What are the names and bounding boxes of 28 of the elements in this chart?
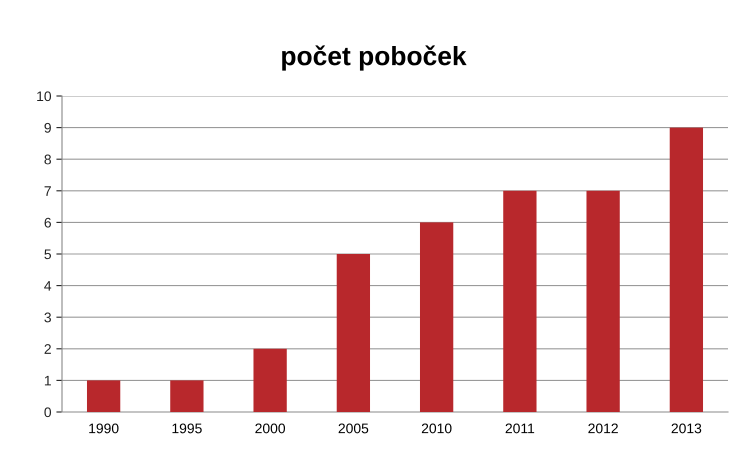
- x-tick-label: 2013: [672, 423, 702, 434]
- y-tick-label: 7: [44, 186, 51, 196]
- y-tick-label: 9: [44, 122, 51, 133]
- bar: [86, 380, 120, 412]
- x-tick-label: 2011: [506, 423, 534, 434]
- y-tick-label: 10: [37, 91, 52, 102]
- y-tick-label: 8: [44, 154, 51, 164]
- bar: [420, 222, 454, 412]
- chart-title: počet poboček: [282, 45, 467, 71]
- bar: [670, 128, 704, 412]
- bar: [586, 190, 620, 412]
- bar: [253, 348, 287, 412]
- y-tick-label: 1: [44, 376, 51, 386]
- y-tick-label: 2: [44, 344, 51, 354]
- x-tick-label: 2012: [588, 423, 618, 434]
- x-tick-label: 2005: [338, 423, 368, 434]
- y-tick-label: 4: [44, 281, 52, 291]
- bar: [170, 380, 204, 412]
- x-tick-label: 2010: [422, 423, 452, 434]
- y-tick-label: 3: [44, 312, 51, 322]
- x-tick-label: 1995: [172, 423, 202, 434]
- x-tick-label: 2000: [255, 423, 286, 434]
- y-tick-label: 6: [44, 218, 51, 228]
- y-tick-label: 0: [44, 407, 52, 418]
- x-tick-label: 1990: [89, 423, 119, 434]
- bar: [503, 190, 537, 412]
- bar: [336, 254, 370, 412]
- y-tick-label: 5: [44, 249, 51, 260]
